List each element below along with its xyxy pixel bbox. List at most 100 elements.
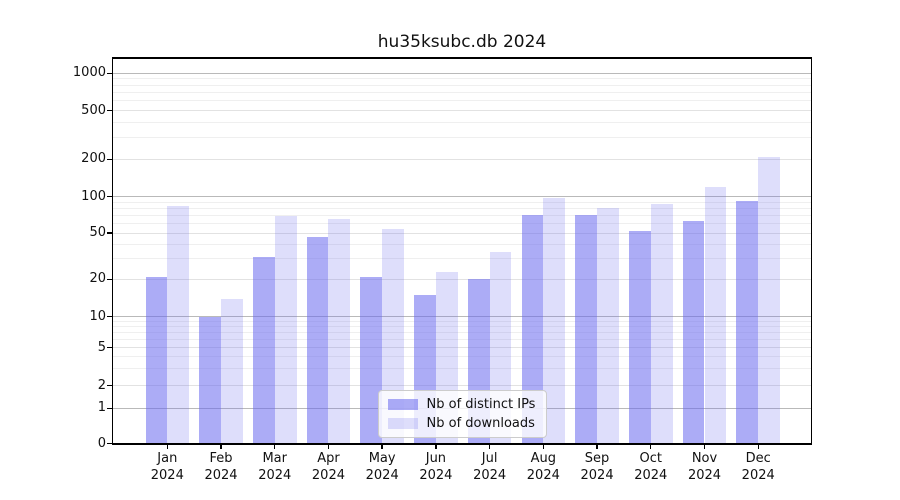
x-tick-label: Feb 2024 [204, 451, 238, 483]
spine-bottom [111, 443, 812, 445]
spine-left [111, 57, 113, 445]
gridline-minor [113, 243, 811, 245]
legend-swatch-downloads [387, 418, 418, 429]
x-tick-mark [703, 444, 706, 450]
y-tick-mark [107, 196, 112, 198]
y-tick-label: 1 [97, 400, 106, 416]
x-tick-label: Aug 2024 [526, 451, 560, 483]
gridline-minor [113, 201, 811, 203]
x-tick-mark [650, 444, 652, 450]
bar-downloads [328, 219, 351, 445]
bar-distinct-ips [575, 215, 598, 445]
gridline-minor [113, 326, 811, 328]
y-tick-label: 0 [97, 435, 106, 451]
y-tick-mark [107, 72, 112, 74]
bar-distinct-ips [360, 276, 383, 445]
x-tick-mark [488, 444, 491, 450]
bar-distinct-ips [252, 257, 275, 445]
gridline-minor [113, 84, 811, 86]
gridline [113, 232, 811, 234]
x-tick-mark [166, 444, 168, 450]
bar-downloads [758, 156, 781, 445]
gridline-major [113, 72, 811, 74]
x-tick-mark [220, 444, 222, 450]
y-tick-mark [107, 316, 112, 318]
x-tick-label: Nov 2024 [687, 451, 722, 483]
gridline-minor [113, 320, 811, 322]
y-tick-mark [107, 384, 112, 387]
gridline-minor [113, 91, 811, 93]
x-tick-mark [381, 444, 383, 450]
legend-label-downloads: Nb of downloads [426, 416, 535, 431]
x-tick-label: Jan 2024 [150, 451, 184, 483]
x-tick-label: Apr 2024 [311, 451, 345, 483]
legend-item-distinct-ips: Nb of distinct IPs [387, 396, 537, 413]
gridline-major [113, 316, 811, 318]
y-tick-mark [107, 158, 112, 160]
x-tick-label: May 2024 [365, 451, 399, 483]
legend-item-downloads: Nb of downloads [387, 415, 537, 432]
y-tick-label: 10 [89, 308, 106, 324]
y-tick-label: 5 [97, 339, 106, 355]
legend: Nb of distinct IPs Nb of downloads [377, 390, 547, 438]
gridline-minor [113, 100, 811, 102]
bar-downloads [650, 203, 673, 445]
bar-downloads [704, 186, 727, 445]
y-tick-label: 200 [81, 151, 106, 167]
spine-top [111, 57, 812, 59]
bar-downloads [543, 197, 566, 445]
gridline-minor [113, 339, 811, 341]
x-tick-label: Mar 2024 [258, 451, 292, 483]
y-tick-mark [107, 278, 112, 280]
gridline-minor [113, 122, 811, 124]
bar-distinct-ips [306, 237, 329, 445]
gridline-major [113, 196, 811, 198]
x-tick-label: Oct 2024 [634, 451, 668, 483]
x-tick-mark [435, 444, 437, 450]
gridline [113, 158, 811, 160]
chart-title: hu35ksubc.db 2024 [377, 32, 547, 52]
bar-distinct-ips [736, 200, 759, 445]
bar-downloads [221, 298, 243, 445]
gridline-minor [113, 214, 811, 216]
y-tick-mark [107, 232, 112, 234]
y-tick-label: 50 [89, 225, 106, 240]
x-tick-label: Jun 2024 [419, 451, 453, 483]
gridline-minor [113, 222, 811, 224]
x-tick-mark [596, 444, 598, 450]
bar-distinct-ips [682, 220, 705, 445]
y-tick-label: 100 [81, 188, 106, 204]
y-tick-mark [107, 110, 112, 112]
x-tick-label: Jul 2024 [473, 451, 507, 483]
gridline [113, 110, 811, 112]
gridline-minor [113, 137, 811, 139]
y-tick-label: 1000 [72, 65, 106, 81]
bar-downloads [274, 216, 297, 445]
gridline-minor [113, 356, 811, 358]
bar-downloads [167, 205, 190, 445]
y-tick-mark [107, 407, 112, 409]
x-tick-mark [274, 444, 276, 450]
bar-distinct-ips [521, 214, 544, 445]
spine-right [810, 57, 812, 445]
x-tick-mark [542, 444, 545, 450]
y-tick-label: 20 [89, 271, 106, 287]
gridline [113, 347, 811, 349]
y-tick-label: 2 [97, 377, 106, 393]
x-tick-label: Dec 2024 [741, 451, 775, 483]
gridline-minor [113, 332, 811, 334]
gridline [113, 278, 811, 280]
y-tick-mark [107, 347, 112, 349]
bar-distinct-ips [145, 276, 168, 445]
gridline-minor [113, 368, 811, 370]
gridline-minor [113, 207, 811, 209]
bar-downloads [597, 207, 619, 445]
gridline-minor [113, 258, 811, 260]
legend-swatch-distinct-ips [387, 399, 418, 410]
x-tick-mark [757, 444, 759, 450]
y-tick-mark [107, 443, 112, 445]
gridline [113, 385, 811, 386]
x-tick-label: Sep 2024 [580, 451, 614, 483]
y-tick-label: 500 [81, 102, 106, 118]
